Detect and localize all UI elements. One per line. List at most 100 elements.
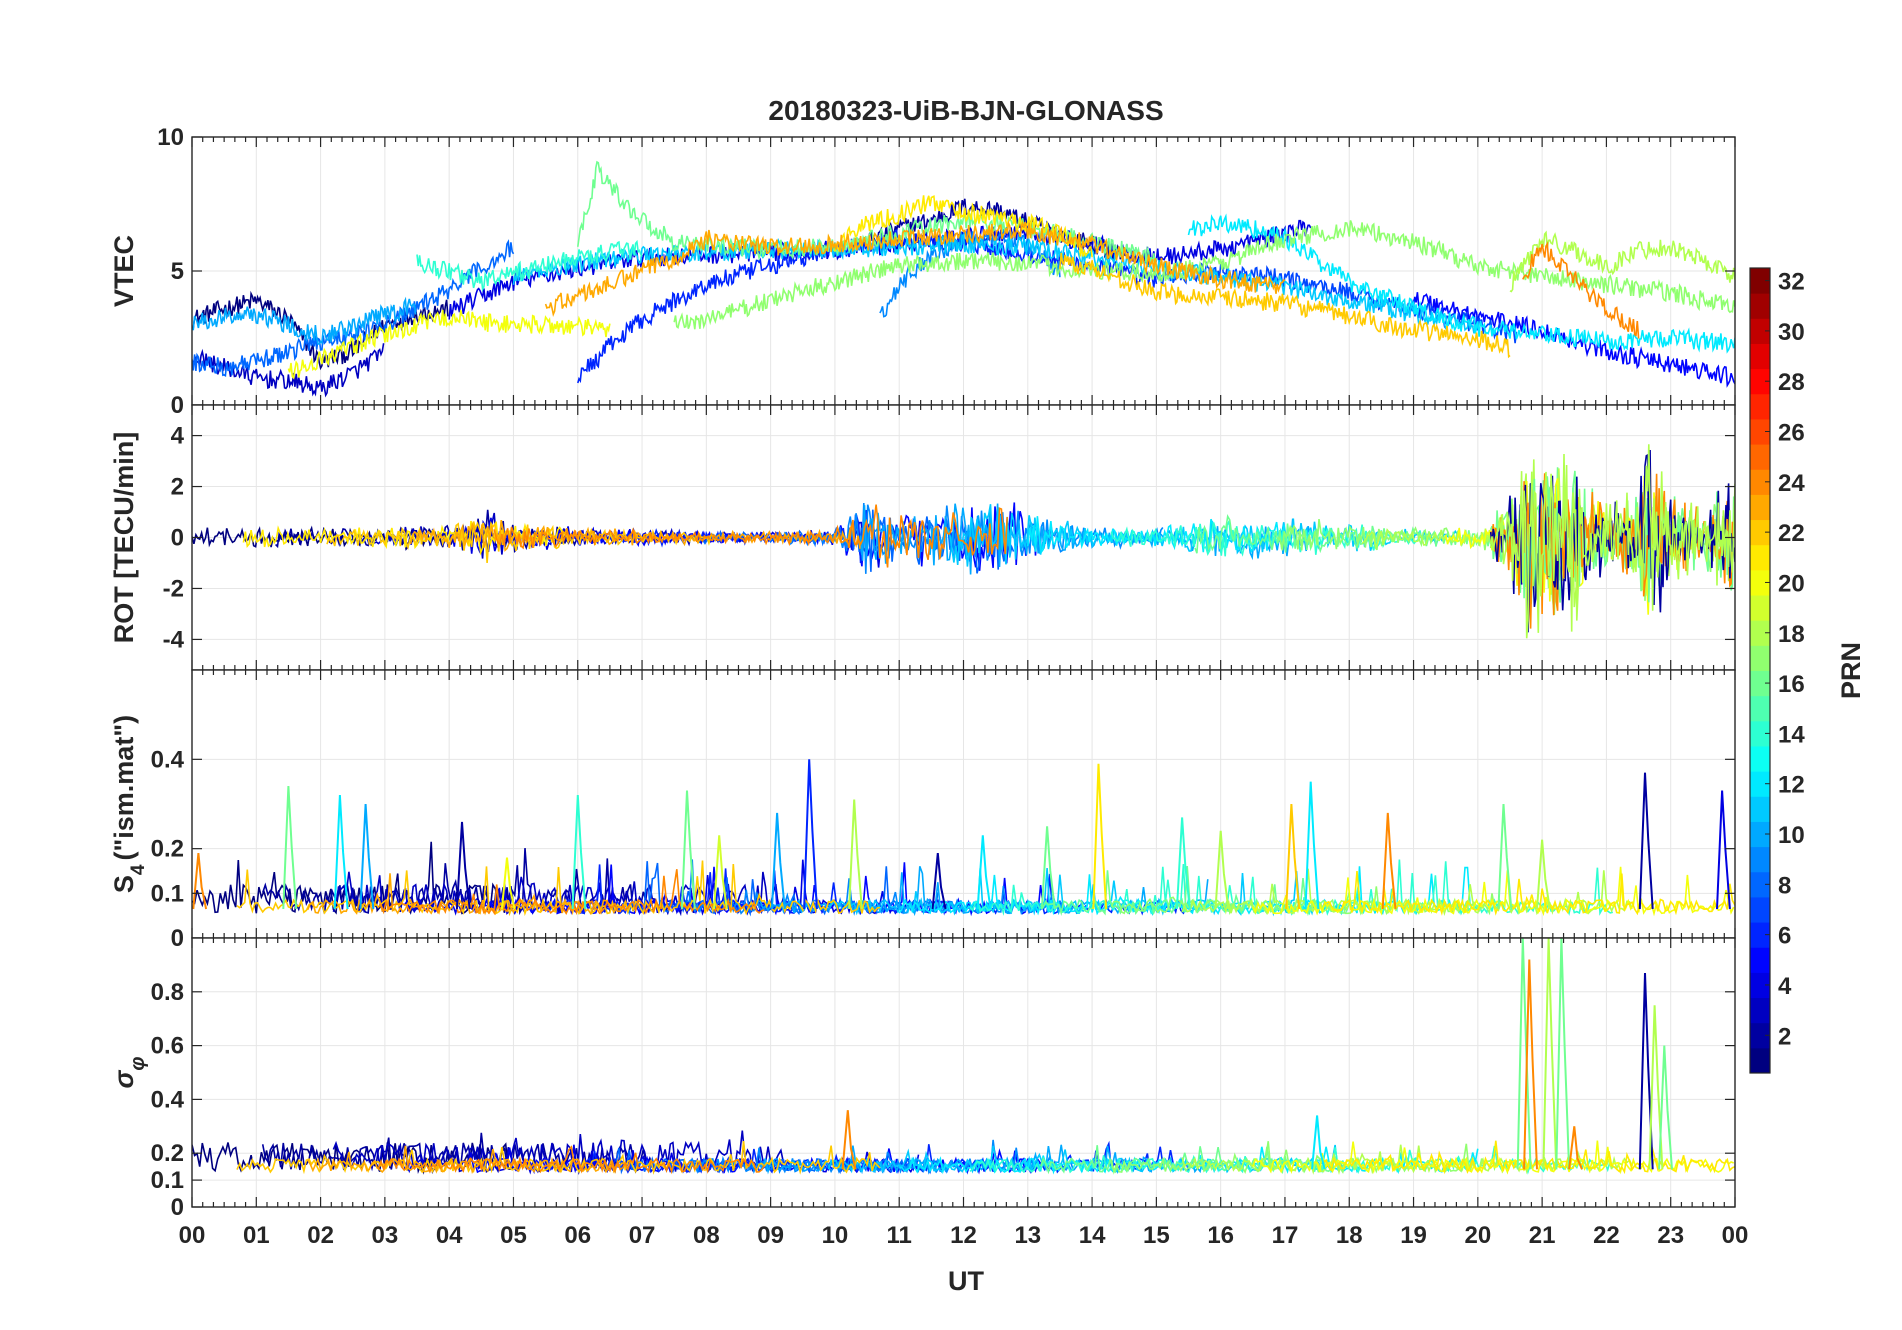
- vtec-series-prn-4: [448, 219, 1312, 320]
- x-tick-label: 19: [1400, 1222, 1427, 1249]
- s4-peak: [848, 799, 863, 910]
- y-tick-label: 0: [171, 392, 184, 419]
- s4-peak: [500, 857, 516, 910]
- colorbar-tick-label: 14: [1778, 721, 1805, 748]
- s4-peak: [455, 821, 471, 910]
- s4-peak: [1638, 772, 1654, 910]
- x-tick-label: 17: [1272, 1222, 1299, 1249]
- panel-vtec: 0 5 10 VTEC: [109, 124, 1736, 419]
- rot-series-prn-12: [1027, 516, 1286, 555]
- y-tick-label: 0: [171, 925, 184, 952]
- colorbar-tick-label: 18: [1778, 621, 1805, 648]
- y-tick-label: 5: [171, 258, 184, 285]
- s4-peak: [931, 853, 947, 910]
- colorbar-tick-label: 24: [1778, 470, 1805, 497]
- colorbar-swatch: [1750, 720, 1770, 747]
- s4-series-prn-24: [377, 869, 765, 916]
- s4-peak: [1381, 812, 1397, 910]
- y-axis-label: VTEC: [109, 235, 139, 307]
- sigma_phi-peak: [1542, 938, 1558, 1170]
- s4-peak: [713, 835, 728, 910]
- y-tick-label: -2: [163, 575, 184, 602]
- sigma_phi-series-prn-24: [377, 1145, 765, 1175]
- colorbar-swatch: [1750, 494, 1770, 521]
- x-tick-label: 01: [243, 1222, 270, 1249]
- colorbar-swatch: [1750, 544, 1770, 571]
- x-tick-label: 23: [1657, 1222, 1684, 1249]
- colorbar-swatch: [1750, 695, 1770, 722]
- x-ticks: [191, 405, 1736, 670]
- panel-sigma_phi: 00.10.2 0.4 0.6 0.8 σφ 00 01 02 03 04 05 06 07 08 09 10…: [109, 937, 1749, 1249]
- sigma_phi-peak: [841, 1110, 857, 1170]
- vtec-series-prn-24: [1522, 241, 1640, 339]
- y-tick-label: 0.1: [151, 880, 184, 907]
- colorbar-swatch: [1750, 871, 1770, 898]
- x-tick-label: 05: [500, 1222, 527, 1249]
- colorbar-swatch: [1750, 620, 1770, 646]
- colorbar-tick-label: 20: [1778, 570, 1805, 597]
- y-axis-label: ROT [TECU/min]: [109, 432, 139, 643]
- s4-series-prn-4: [403, 859, 919, 916]
- colorbar-swatch: [1750, 469, 1770, 495]
- x-axis-label: UT: [948, 1266, 984, 1296]
- colorbar-frame: [1749, 267, 1771, 1074]
- colorbar-tick-label: 4: [1778, 973, 1792, 1000]
- x-tick-label: 03: [372, 1222, 399, 1249]
- rot-series-prn-24: [493, 504, 1008, 568]
- sigma_phi-peak: [1658, 1045, 1673, 1170]
- s4-peak: [192, 853, 208, 910]
- s4-peak: [571, 795, 587, 910]
- rot-series-prn-23: [409, 519, 861, 552]
- s4-peak: [333, 795, 349, 910]
- s4-series-prn-22: [236, 860, 881, 917]
- y-tick-label: 10: [157, 124, 184, 151]
- colorbar-swatch: [1750, 670, 1770, 697]
- colorbar-swatch: [1750, 569, 1770, 596]
- s4-peak: [1536, 839, 1551, 910]
- colorbar-tick-label: 22: [1778, 520, 1805, 547]
- colorbar-swatch: [1750, 393, 1770, 420]
- s4-peak: [1304, 781, 1320, 910]
- colorbar-swatch: [1750, 997, 1770, 1024]
- x-tick-label: 18: [1336, 1222, 1363, 1249]
- colorbar-swatch: [1750, 368, 1770, 395]
- x-ticks: [191, 137, 1736, 405]
- s4-peak: [1285, 803, 1301, 910]
- colorbar-swatch: [1750, 771, 1770, 797]
- s4-peak: [976, 835, 992, 910]
- x-tick-label: 20: [1464, 1222, 1491, 1249]
- colorbar-tick-label: 26: [1778, 420, 1805, 447]
- panel-rot: -4 -2 0 2 4 ROT [TECU/min]: [109, 404, 1736, 671]
- colorbar-swatch: [1750, 293, 1770, 319]
- x-tick-label: 00: [1722, 1222, 1749, 1249]
- colorbar-swatch: [1750, 519, 1770, 546]
- colorbar-swatch: [1750, 972, 1770, 999]
- y-axis-label: σφ: [109, 1057, 149, 1089]
- colorbar-swatch: [1750, 645, 1770, 671]
- s4-peak: [1040, 826, 1056, 910]
- colorbar-swatch: [1750, 318, 1770, 344]
- sigma_phi-series-prn-21: [1322, 1140, 1735, 1175]
- panel-s4: 0 0.1 0.2 0.4S4("ism.mat"): [109, 669, 1736, 952]
- vtec-series-prn-14: [416, 239, 643, 292]
- x-tick-label: 09: [757, 1222, 784, 1249]
- s4-series-prn-21: [1322, 871, 1735, 916]
- y-tick-label: 0.8: [151, 979, 184, 1006]
- x-tick-label: 02: [307, 1222, 334, 1249]
- colorbar-label: PRN: [1836, 642, 1866, 699]
- s4-peak: [1497, 803, 1513, 910]
- colorbar-swatch: [1750, 1022, 1770, 1049]
- s4-peak: [680, 790, 696, 910]
- colorbar-swatch: [1750, 268, 1770, 294]
- colorbar-tick-label: 10: [1778, 822, 1805, 849]
- y-tick-label: 0.2: [151, 1140, 184, 1167]
- x-tick-label: 21: [1529, 1222, 1556, 1249]
- colorbar-swatch: [1750, 796, 1770, 822]
- s4-peak: [1214, 830, 1230, 910]
- s4-peak: [770, 812, 786, 910]
- x-tick-label: 16: [1207, 1222, 1234, 1249]
- colorbar-swatch: [1750, 922, 1770, 948]
- x-tick-label: 10: [822, 1222, 849, 1249]
